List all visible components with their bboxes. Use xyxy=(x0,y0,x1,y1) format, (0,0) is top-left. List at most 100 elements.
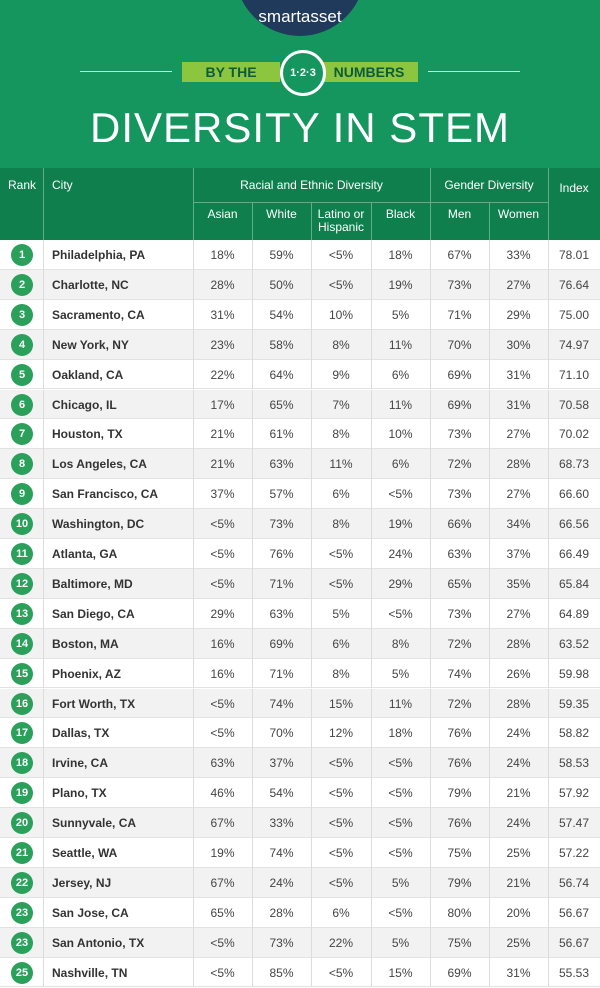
divider xyxy=(43,329,44,360)
divider xyxy=(193,449,194,480)
divider xyxy=(252,389,253,420)
table-row: 20 Sunnyvale, CA 67% 33% <5% <5% 76% 24% 57.47 xyxy=(0,808,600,838)
value-cell: 15% xyxy=(328,696,354,711)
divider xyxy=(311,778,312,809)
divider xyxy=(193,598,194,629)
value-cell: 28% xyxy=(506,696,531,711)
value-cell: <5% xyxy=(328,277,354,292)
value-cell: <5% xyxy=(210,517,235,532)
divider xyxy=(489,509,490,539)
city-cell: Philadelphia, PA xyxy=(52,248,146,262)
divider xyxy=(548,168,549,240)
city-cell: Washington, DC xyxy=(52,517,145,532)
divider xyxy=(252,658,253,689)
divider xyxy=(548,539,549,569)
value-cell: 73% xyxy=(447,487,472,502)
divider xyxy=(311,688,312,719)
table-row: 19 Plano, TX 46% 54% <5% <5% 79% 21% 57.92 xyxy=(0,778,600,809)
divider xyxy=(371,658,372,689)
divider xyxy=(43,867,44,898)
value-cell: 31% xyxy=(506,397,531,412)
rank-badge: 6 xyxy=(11,393,33,416)
divider xyxy=(193,658,194,689)
value-cell: 6% xyxy=(391,367,410,382)
rank-badge: 17 xyxy=(11,722,33,745)
divider xyxy=(311,897,312,928)
value-cell: 70% xyxy=(447,337,472,352)
divider xyxy=(252,419,253,450)
divider xyxy=(371,240,372,270)
divider xyxy=(43,509,44,539)
divider xyxy=(311,269,312,300)
value-cell: 50% xyxy=(269,277,294,292)
divider xyxy=(548,957,549,988)
divider xyxy=(311,838,312,868)
value-cell: <5% xyxy=(328,846,354,860)
rank-badge: 23 xyxy=(11,901,33,924)
divider xyxy=(489,479,490,510)
value-cell: 27% xyxy=(506,277,531,292)
value-cell: 37% xyxy=(269,756,294,771)
value-cell: 30% xyxy=(506,337,531,352)
value-cell: 70% xyxy=(269,726,294,741)
value-cell: 70.02 xyxy=(558,427,590,442)
value-cell: 24% xyxy=(388,547,413,561)
divider xyxy=(193,568,194,599)
divider xyxy=(252,202,253,240)
value-cell: 69% xyxy=(447,397,472,412)
divider xyxy=(430,628,431,659)
value-cell: 58.82 xyxy=(558,726,590,741)
value-cell: 33% xyxy=(269,816,294,831)
table-row: 6 Chicago, IL 17% 65% 7% 11% 69% 31% 70.58 xyxy=(0,389,600,420)
table-row: 13 San Diego, CA 29% 63% 5% <5% 73% 27% 64.89 xyxy=(0,598,600,629)
divider xyxy=(371,568,372,599)
value-cell: 15% xyxy=(388,965,413,980)
value-cell: 79% xyxy=(447,786,472,801)
divider xyxy=(489,658,490,689)
divider xyxy=(430,539,431,569)
divider xyxy=(371,688,372,719)
value-cell: 27% xyxy=(506,606,531,621)
value-cell: <5% xyxy=(328,547,354,561)
rank-badge: 1 xyxy=(11,244,33,266)
divider xyxy=(489,957,490,988)
divider xyxy=(548,598,549,629)
value-cell: 18% xyxy=(210,248,235,262)
value-cell: 67% xyxy=(447,248,472,262)
value-cell: 5% xyxy=(391,666,410,681)
divider xyxy=(311,718,312,749)
divider xyxy=(430,568,431,599)
value-cell: 71% xyxy=(447,307,472,322)
value-cell: 57.47 xyxy=(558,816,590,831)
divider xyxy=(548,718,549,749)
divider xyxy=(252,748,253,779)
value-cell: 22% xyxy=(210,367,235,382)
city-cell: Baltimore, MD xyxy=(52,576,133,591)
divider xyxy=(489,718,490,749)
divider xyxy=(311,539,312,569)
value-cell: 31% xyxy=(506,367,531,382)
rank-badge: 22 xyxy=(11,871,33,894)
divider xyxy=(371,598,372,629)
divider xyxy=(43,359,44,390)
divider xyxy=(311,957,312,988)
divider xyxy=(252,539,253,569)
value-cell: 11% xyxy=(388,397,413,412)
divider xyxy=(548,867,549,898)
divider xyxy=(430,957,431,988)
divider xyxy=(430,718,431,749)
divider xyxy=(430,419,431,450)
value-cell: 63.52 xyxy=(558,636,590,651)
divider xyxy=(489,419,490,450)
table-row: 15 Phoenix, AZ 16% 71% 8% 5% 74% 26% 59.98 xyxy=(0,658,600,689)
divider xyxy=(371,718,372,749)
rank-badge: 12 xyxy=(11,572,33,595)
divider xyxy=(548,838,549,868)
value-cell: 76% xyxy=(447,756,472,771)
rank-badge: 5 xyxy=(11,363,33,386)
table-row: 1 Philadelphia, PA 18% 59% <5% 18% 67% 33% 78.01 xyxy=(0,240,600,270)
divider xyxy=(193,389,194,420)
city-cell: Boston, MA xyxy=(52,636,119,651)
divider xyxy=(193,808,194,838)
value-cell: <5% xyxy=(328,786,354,801)
